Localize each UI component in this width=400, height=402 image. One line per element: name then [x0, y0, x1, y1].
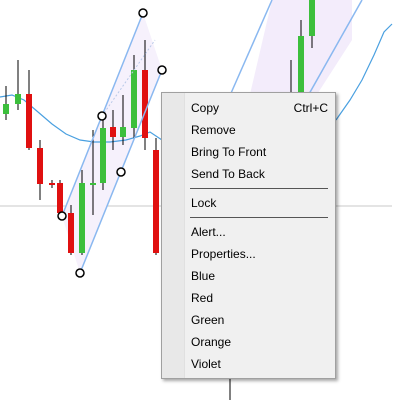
menu-item-label: Bring To Front	[191, 145, 267, 159]
menu-separator	[190, 188, 328, 189]
candlesticks-right	[229, 0, 315, 400]
candle-bull	[309, 0, 315, 36]
left-channel-fill	[62, 13, 162, 273]
menu-item-bring-to-front[interactable]: Bring To Front	[185, 142, 333, 162]
channel-handle[interactable]	[138, 8, 148, 18]
channel-handle[interactable]	[75, 268, 85, 278]
candle-bear	[37, 148, 43, 184]
moving-average-line-right	[335, 23, 393, 121]
candle-bull	[131, 70, 137, 128]
candle-bull	[90, 183, 96, 185]
candle-bear	[68, 213, 74, 253]
candle-bull	[298, 36, 304, 98]
candle-bull	[79, 183, 85, 253]
menu-item-color-violet[interactable]: Violet	[185, 354, 333, 374]
menu-item-label: Send To Back	[191, 167, 265, 181]
menu-item-copy[interactable]: Copy Ctrl+C	[185, 98, 333, 118]
menu-item-send-to-back[interactable]: Send To Back	[185, 164, 333, 184]
menu-item-color-red[interactable]: Red	[185, 288, 333, 308]
candle-bear	[26, 94, 32, 148]
channel-handle[interactable]	[97, 111, 107, 121]
menu-separator	[190, 217, 328, 218]
menu-item-label: Red	[191, 291, 214, 305]
candle-bull	[15, 94, 21, 104]
menu-item-label: Lock	[191, 196, 217, 210]
menu-item-label: Copy	[191, 101, 220, 115]
candle-bear	[57, 183, 63, 213]
channel-line-middle	[101, 39, 156, 117]
channel-handle[interactable]	[57, 211, 67, 221]
menu-item-label: Orange	[191, 335, 232, 349]
channel-handle[interactable]	[157, 65, 167, 75]
menu-item-label: Remove	[191, 123, 236, 137]
menu-item-color-orange[interactable]: Orange	[185, 332, 333, 352]
moving-average-line	[0, 94, 163, 143]
candle-bear	[49, 183, 55, 185]
menu-item-label: Blue	[191, 269, 216, 283]
candle-bear	[142, 70, 148, 138]
menu-item-properties[interactable]: Properties...	[185, 244, 333, 264]
menu-item-shortcut: Ctrl+C	[293, 101, 328, 115]
right-channel-line-upper[interactable]	[227, 0, 273, 101]
menu-item-label: Alert...	[191, 225, 226, 239]
menu-item-remove[interactable]: Remove	[185, 120, 333, 140]
candle-bull	[120, 127, 126, 137]
candle-bull	[3, 104, 9, 114]
menu-item-alert[interactable]: Alert...	[185, 222, 333, 242]
menu-item-label: Green	[191, 313, 225, 327]
menu-item-lock[interactable]: Lock	[185, 193, 333, 213]
channel-handle[interactable]	[116, 167, 126, 177]
menu-item-color-green[interactable]: Green	[185, 310, 333, 330]
candle-bull	[100, 128, 106, 183]
candlesticks	[3, 40, 159, 255]
menu-item-label: Properties...	[191, 247, 256, 261]
context-menu: Copy Ctrl+C Remove Bring To Front Send T…	[161, 92, 336, 379]
menu-item-label: Violet	[191, 357, 221, 371]
right-channel-line-lower[interactable]	[299, 0, 363, 111]
candle-bear	[110, 127, 116, 137]
menu-item-color-blue[interactable]: Blue	[185, 266, 333, 286]
menu-icon-gutter	[162, 93, 185, 378]
candle-bear	[153, 150, 159, 253]
